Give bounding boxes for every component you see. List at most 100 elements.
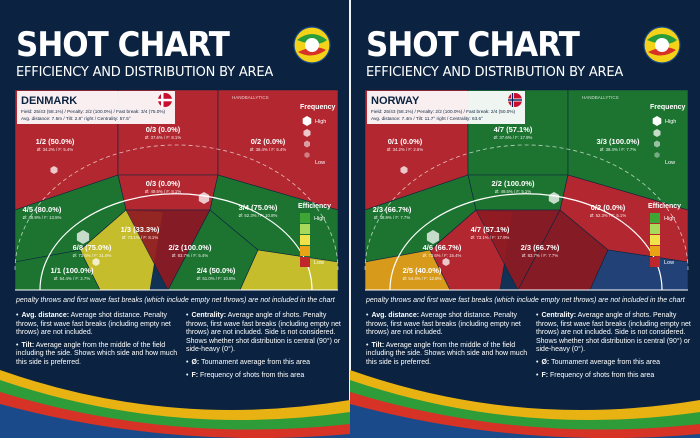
note-bullet: • [366,312,369,319]
zone-sub: Ø: 48.9% / F: 7.7% [374,215,410,220]
efficiency-high: High [664,216,675,222]
zone-sub: Ø: 83.7% / F: 7.7% [522,253,558,258]
note-term: F: [541,371,549,379]
court-chart: NORWAY Field: 25/43 (58.1%) / Penalty: 2/… [364,89,689,291]
frequency-hex [76,230,90,244]
zone-sub: Ø: 51.0% / F: 10.8% [197,276,236,281]
frequency-hex [50,166,58,174]
frequency-hex-legend [653,129,661,137]
zone-sub: Ø: 73.6% / F: 21.6% [73,253,112,258]
note-term: Ø: [191,358,200,366]
zone-label: 0/1 (0.0%) [388,137,423,146]
team-name: NORWAY [371,95,420,107]
zone-sub: Ø: 54.4% / F: 12.8% [403,276,442,281]
tournament-logo [643,26,681,64]
frequency-hex [426,230,440,244]
note-text: Average shot distance. Penalty throws, f… [366,312,521,337]
team-flag-icon [508,93,522,107]
note-text: Average angle of shots. Penalty throws, … [536,312,691,354]
note-bullet: • [186,371,189,379]
zone-sub: Ø: 52.3% / F: 5.1% [590,213,626,218]
zone-label: 2/2 (100.0%) [492,179,535,188]
zone-sub: Ø: 34.2% / F: 5.4% [37,147,73,152]
zone-sub: Ø: 73.6% / F: 15.4% [423,253,462,258]
frequency-hex-legend [654,140,660,148]
panel-denmark: SHOT CHART EFFICIENCY AND DISTRIBUTION BY… [0,26,350,438]
note-item: • Ø: Tournament average from this area [536,359,696,368]
zone-label: 2/5 (40.0%) [403,266,442,275]
notes-left: • Avg. distance: Average shot distance. P… [366,312,528,372]
zone-sub: Ø: 38.4% / F: 7.7% [600,147,636,152]
efficiency-swatch [650,235,660,245]
note-item: • Centrality: Average angle of shots. Pen… [536,312,696,355]
efficiency-swatch [650,246,660,256]
frequency-hex-legend [303,129,311,137]
frequency-hex-legend [652,116,662,126]
tournament-logo [293,26,331,64]
zone-label: 0/2 (0.0%) [251,137,286,146]
note-term: Centrality: [541,312,577,319]
free-throw-line [14,144,339,271]
note-bullet: • [16,341,19,349]
zone-label: 1/1 (100.0%) [51,266,94,275]
zone-label: 1/2 (50.0%) [36,137,75,146]
note-term: Tilt: [371,341,385,349]
decorative-swoosh [0,370,350,438]
zone-label: 2/4 (50.0%) [197,266,236,275]
team-stats-box [17,91,175,124]
zone-label: 4/6 (66.7%) [423,243,462,252]
note-bullet: • [536,312,539,319]
zone-label: 0/2 (0.0%) [591,203,626,212]
efficiency-high: High [314,216,325,222]
panel-norway: SHOT CHART EFFICIENCY AND DISTRIBUTION BY… [350,0,700,438]
page-subtitle: EFFICIENCY AND DISTRIBUTION BY AREA [16,65,274,80]
frequency-hex [92,258,100,266]
zone-sub: Ø: 48.9% / F: 13.5% [23,215,62,220]
efficiency-legend-title: Efficiency [648,203,681,210]
note-bullet: • [16,312,19,319]
team-stats-box [367,91,525,124]
team-stats-line2: Avg. distance: 7.5m / Tilt: 2.8° right /… [21,116,131,121]
zone-sub: Ø: 49.5% / F: 5.1% [495,189,531,194]
note-bullet: • [536,358,539,366]
efficiency-low: Low [314,260,324,266]
frequency-hex [548,192,560,204]
frequency-hex [198,192,210,204]
efficiency-swatch [650,213,660,223]
frequency-hex-legend [304,152,310,158]
zone-sub: Ø: 49.5% / F: 8.1% [145,189,181,194]
zone-sub: Ø: 73.1% / F: 8.1% [122,235,158,240]
efficiency-legend-title: Efficiency [298,203,331,210]
notes-right: • Centrality: Average angle of shots. Pen… [186,312,346,384]
zone-label: 2/3 (66.7%) [521,243,560,252]
efficiency-swatch [300,235,310,245]
note-item: • Tilt: Average angle from the middle of … [366,342,528,368]
zone-label: 4/7 (57.1%) [494,125,533,134]
efficiency-swatch [300,257,310,267]
zone-label: 2/3 (66.7%) [373,205,412,214]
note-bullet: • [366,341,369,349]
note-bullet: • [536,371,539,379]
note-item: • Ø: Tournament average from this area [186,359,346,368]
note-term: Avg. distance: [371,312,420,319]
zone-sub: Ø: 38.4% / F: 5.4% [250,147,286,152]
efficiency-swatch [650,224,660,234]
efficiency-swatch [300,224,310,234]
note-text: Tournament average from this area [551,358,661,366]
note-bullet: • [186,312,189,319]
zone-sub: Ø: 37.6% / F: 8.1% [145,135,181,140]
court-chart: DENMARK Field: 25/43 (58.1%) / Penalty: 2… [14,89,339,291]
zone-label: 4/5 (80.0%) [23,205,62,214]
team-stats-line2: Avg. distance: 7.4m / Tilt: 11.7° right … [371,116,483,121]
six-meter-line [389,193,663,291]
zone-label: 4/7 (57.1%) [471,225,510,234]
zone-sub: Ø: 54.4% / F: 2.7% [54,276,90,281]
zone-label: 1/3 (33.3%) [121,225,160,234]
note-text: Average angle from the middle of the fie… [16,341,178,366]
team-flag-icon [158,93,172,107]
free-throw-line [364,144,689,271]
six-meter-line [39,193,313,291]
footnote: penalty throws and first wave fast break… [366,297,685,304]
team-stats-line1: Field: 25/43 (58.1%) / Penalty: 2/2 (100… [371,109,516,114]
